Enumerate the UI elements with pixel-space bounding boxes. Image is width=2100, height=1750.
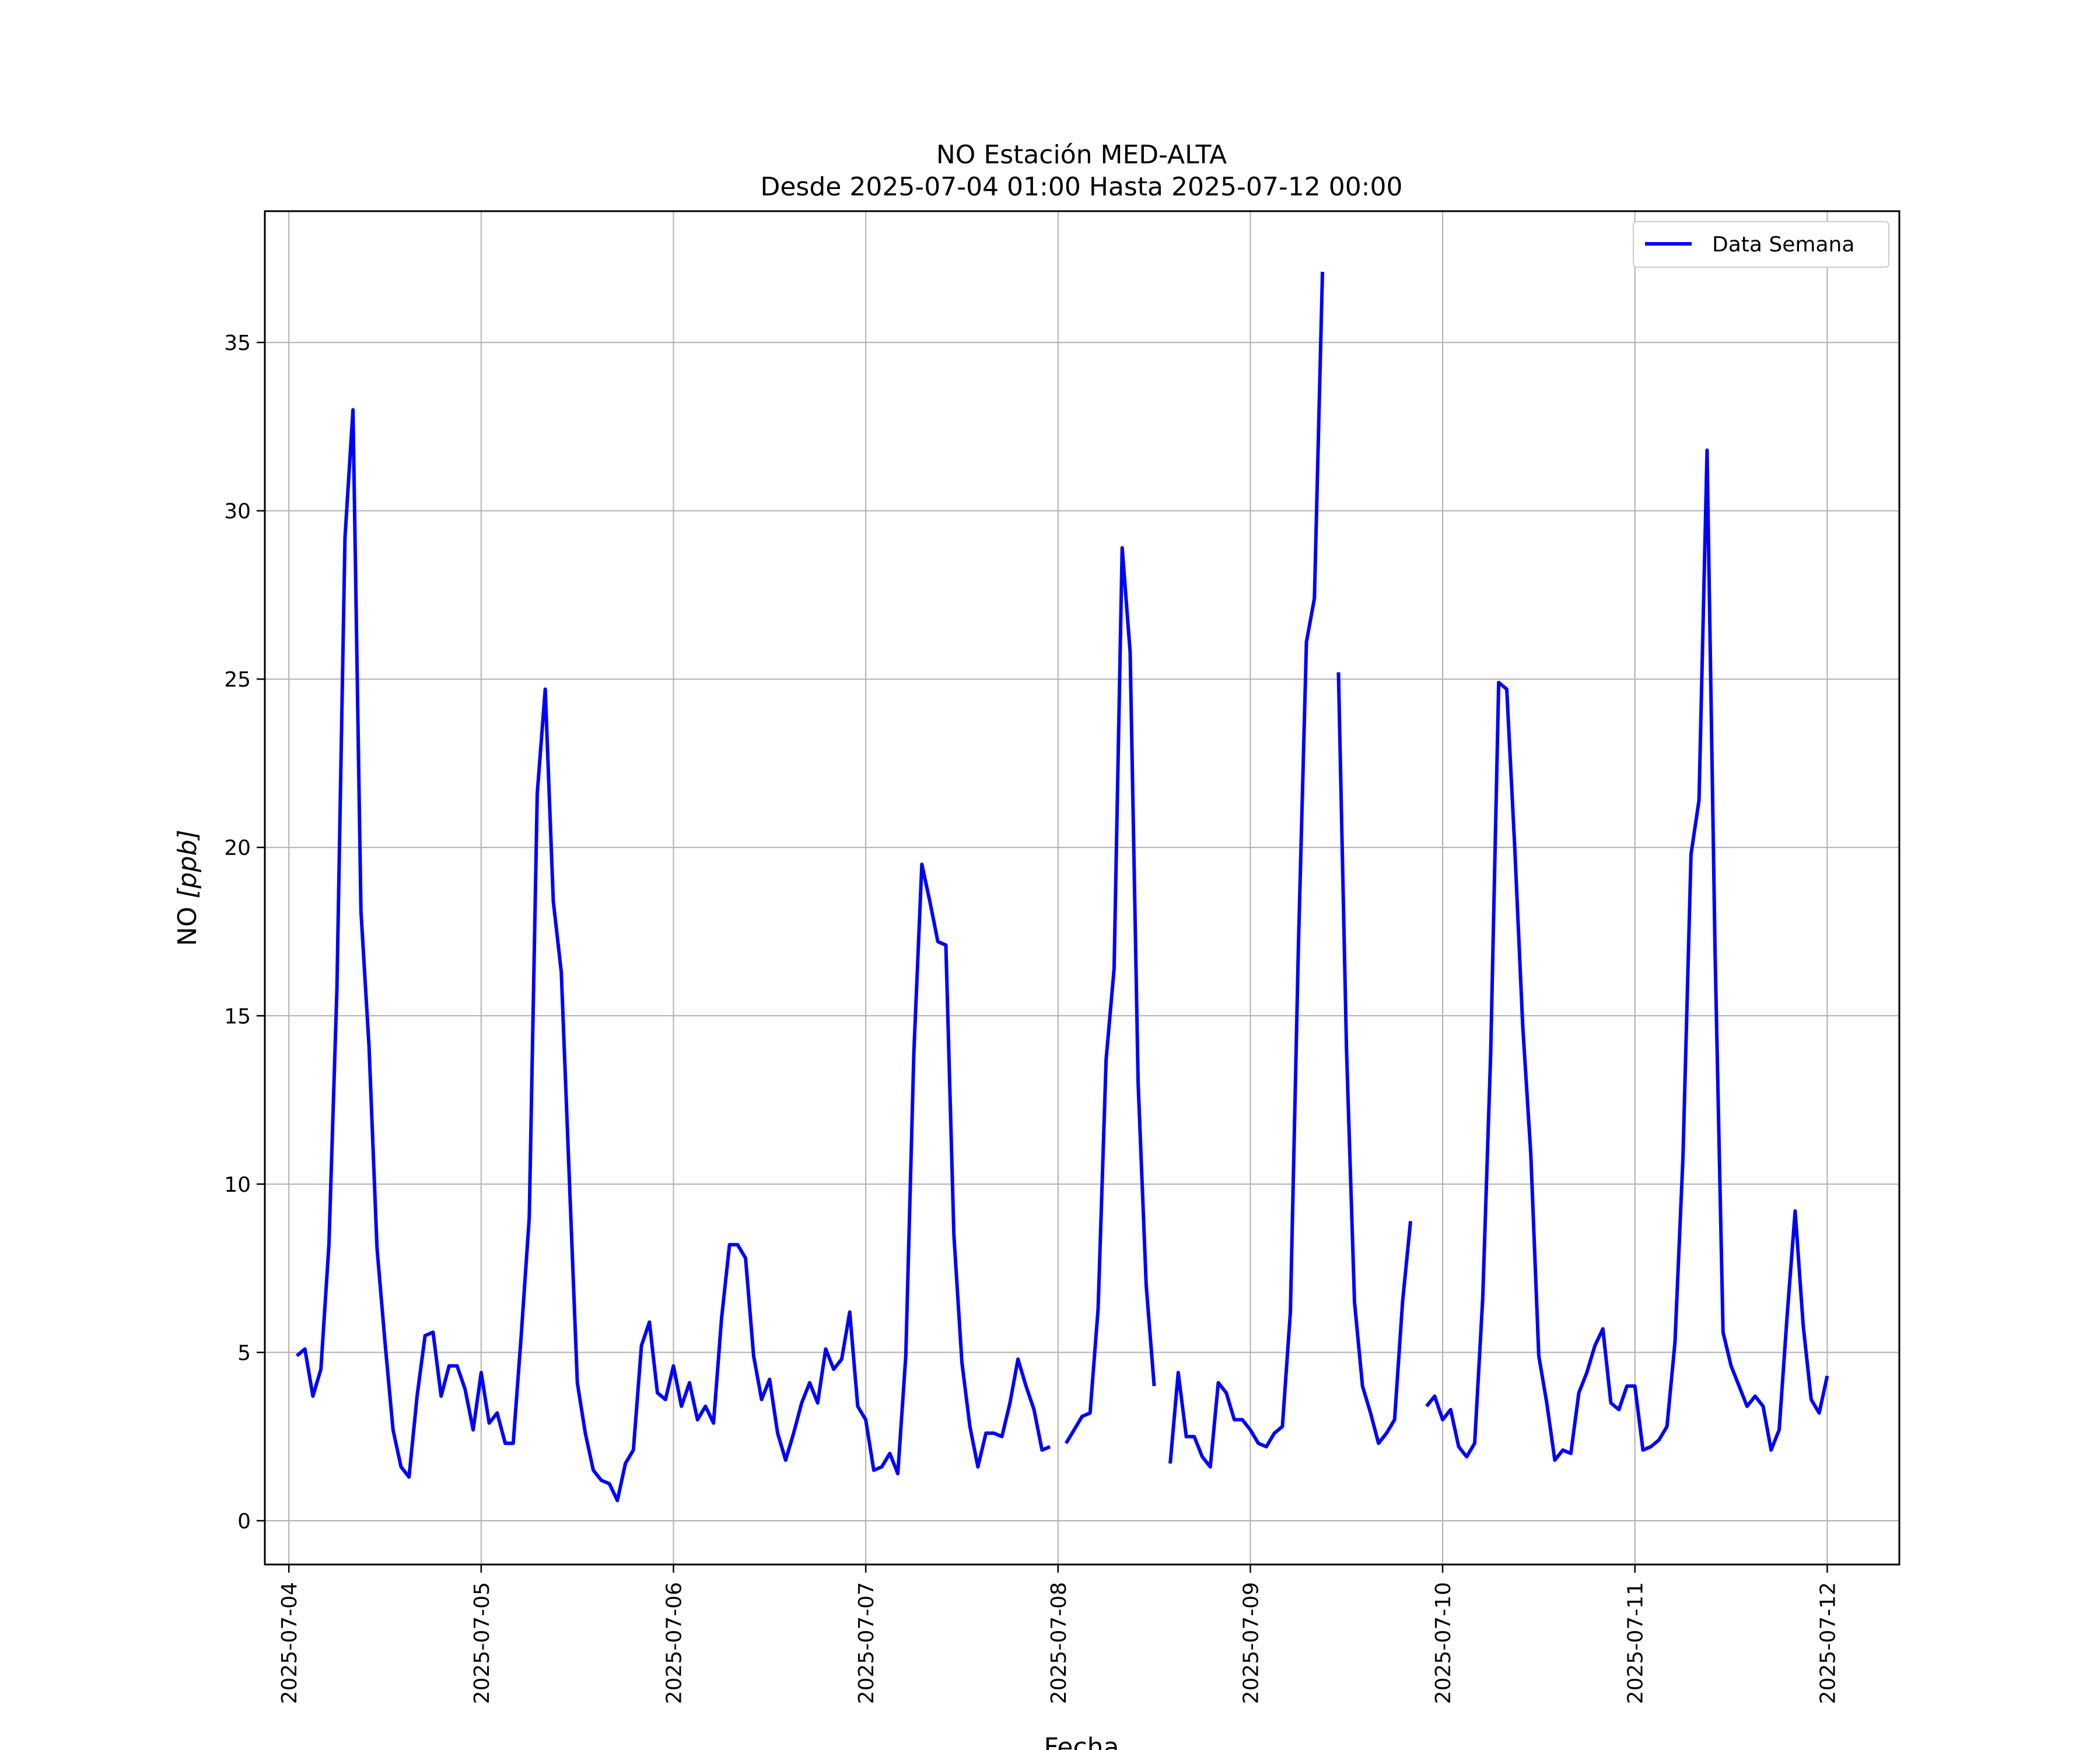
x-tick-label: 2025-07-11 [1624, 1582, 1648, 1704]
x-tick-label: 2025-07-12 [1816, 1582, 1840, 1704]
x-tick-label: 2025-07-07 [855, 1582, 878, 1704]
x-tick-label: 2025-07-08 [1047, 1582, 1071, 1704]
y-tick-label: 30 [224, 500, 251, 524]
y-tick-label: 0 [237, 1510, 251, 1534]
x-axis-label: Fecha [1044, 1732, 1119, 1750]
y-tick-label: 20 [224, 836, 251, 860]
chart-subtitle: Desde 2025-07-04 01:00 Hasta 2025-07-12 … [760, 172, 1402, 202]
grid [265, 211, 1899, 1564]
x-tick-label: 2025-07-10 [1432, 1582, 1455, 1704]
chart-title: NO Estación MED-ALTA [936, 140, 1227, 170]
x-tick-label: 2025-07-06 [663, 1582, 687, 1704]
y-axis: 0 5 10 15 20 25 30 35 [224, 331, 265, 1534]
y-tick-label: 10 [224, 1173, 251, 1197]
legend-label: Data Semana [1712, 233, 1854, 257]
x-tick-label: 2025-07-04 [278, 1582, 302, 1704]
y-axis-label-quantity: NO [173, 898, 202, 946]
y-tick-label: 5 [237, 1341, 251, 1365]
legend-box [1633, 221, 1889, 268]
x-axis: 2025-07-04 2025-07-05 2025-07-06 2025-07-07… [278, 1564, 1840, 1704]
y-tick-label: 35 [224, 331, 251, 355]
y-axis-label: NO [ppb] [173, 830, 202, 946]
series-line-0 [295, 271, 1829, 1503]
x-tick-label: 2025-07-05 [470, 1582, 494, 1704]
y-tick-label: 25 [224, 668, 251, 692]
y-axis-label-unit: [ppb] [173, 830, 202, 898]
y-tick-label: 15 [224, 1005, 251, 1028]
x-tick-label: 2025-07-09 [1239, 1582, 1263, 1704]
series-layer [295, 271, 1829, 1503]
plot-frame [264, 210, 1901, 1566]
legend: Data Semana [1633, 221, 1889, 268]
